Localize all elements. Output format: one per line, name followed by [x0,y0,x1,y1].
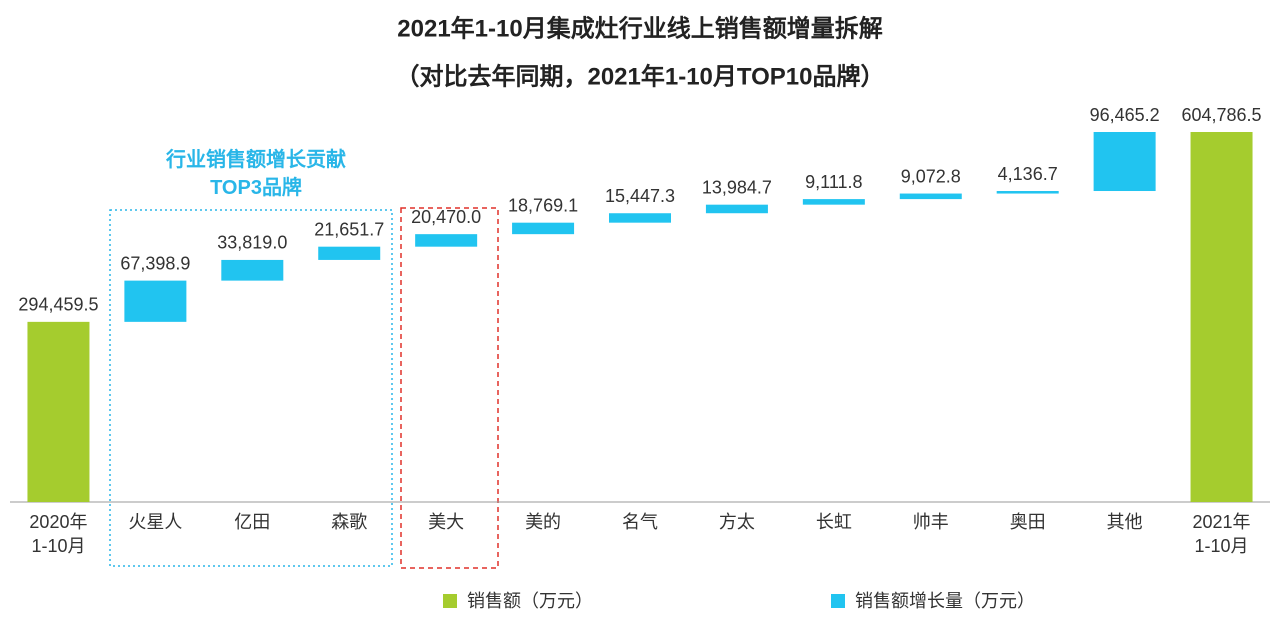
x-tick-label: 方太 [718,512,755,532]
x-tick-label: 名气 [622,512,658,532]
chart-title: 2021年1-10月集成灶行业线上销售额增量拆解 [397,14,882,42]
data-label: 96,465.2 [1090,105,1160,125]
legend-label: 销售额（万元） [467,591,593,611]
bar [609,213,671,223]
data-label: 294,459.5 [18,295,98,315]
x-tick-label: 森歌 [331,512,368,532]
data-label: 9,072.8 [901,166,961,186]
x-tick-label: 2020年 1-10月 [29,512,88,556]
annotation: 行业销售额增长贡献 TOP3品牌 [166,149,346,199]
bar [1093,132,1156,192]
data-label: 20,470.0 [411,207,481,227]
x-tick-label: 美的 [525,512,562,532]
x-tick-label: 火星人 [128,512,183,532]
data-label: 21,651.7 [314,219,384,239]
x-tick-label: 美大 [428,512,465,532]
data-label: 9,111.8 [805,172,862,192]
bar [221,259,284,281]
data-label: 18,769.1 [508,195,578,215]
bar [996,191,1059,194]
x-tick-label: 长虹 [815,512,852,532]
bar [27,321,90,502]
data-label: 13,984.7 [702,177,772,197]
x-tick-label: 其他 [1106,512,1143,532]
x-tick-label: 帅丰 [912,512,949,532]
highlight-box [109,209,393,567]
x-tick-label: 亿田 [234,512,271,532]
bar [1190,132,1253,502]
bar [124,280,187,322]
chart-subtitle: （对比去年同期，2021年1-10月TOP10品牌） [395,62,884,90]
data-label: 67,398.9 [120,253,190,273]
bar [705,204,768,214]
data-label: 4,136.7 [998,164,1058,184]
legend-item: 销售额增长量（万元） [831,588,1035,614]
data-label: 604,786.5 [1181,105,1261,125]
legend-swatch [831,594,845,608]
legend-swatch [443,594,457,608]
data-label: 15,447.3 [605,186,675,206]
x-tick-label: 2021年 1-10月 [1192,512,1251,556]
highlight-box [400,207,499,569]
data-label: 33,819.0 [217,233,287,253]
bar [318,246,381,260]
bar [512,222,575,235]
legend-label: 销售额增长量（万元） [855,591,1035,611]
bar [415,234,478,247]
x-tick-label: 奥田 [1009,512,1046,532]
bar [802,199,865,205]
legend-item: 销售额（万元） [443,588,593,614]
bar [899,193,962,200]
